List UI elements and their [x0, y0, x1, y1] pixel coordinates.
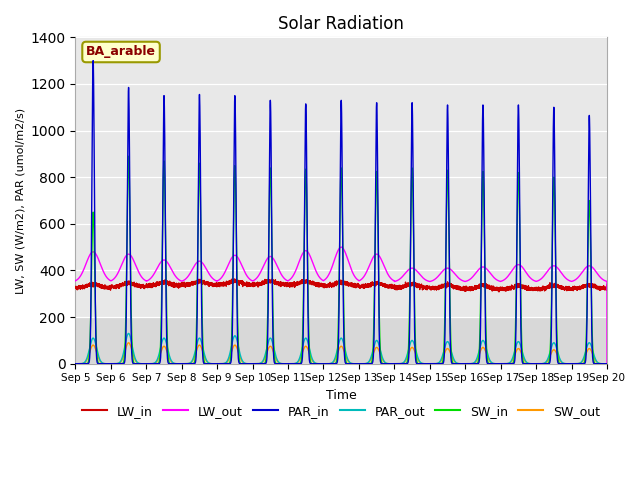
PAR_in	[180, 361, 188, 367]
SW_in	[603, 361, 611, 367]
SW_out	[602, 361, 609, 367]
Line: LW_out: LW_out	[76, 247, 607, 364]
LW_in	[495, 289, 503, 295]
SW_out	[603, 361, 611, 367]
PAR_out	[186, 360, 193, 366]
LW_out	[337, 244, 345, 250]
LW_out	[185, 272, 193, 278]
LW_in	[72, 285, 79, 290]
LW_in	[271, 277, 278, 283]
SW_in	[180, 361, 188, 367]
Y-axis label: LW, SW (W/m2), PAR (umol/m2/s): LW, SW (W/m2), PAR (umol/m2/s)	[15, 108, 25, 294]
Line: LW_in: LW_in	[76, 279, 607, 292]
LW_out	[271, 257, 278, 263]
PAR_out	[415, 356, 422, 362]
PAR_in	[72, 361, 79, 367]
LW_in	[603, 282, 611, 288]
Bar	[76, 317, 607, 364]
SW_in	[490, 361, 498, 367]
SW_in	[602, 361, 609, 367]
SW_out	[72, 361, 79, 367]
LW_in	[185, 283, 193, 288]
SW_out	[490, 360, 498, 366]
Line: PAR_out: PAR_out	[76, 334, 607, 364]
LW_in	[180, 281, 188, 287]
Line: PAR_in: PAR_in	[76, 60, 607, 364]
PAR_in	[271, 360, 278, 366]
X-axis label: Time: Time	[326, 389, 356, 402]
PAR_in	[603, 361, 611, 367]
SW_out	[125, 340, 132, 346]
PAR_in	[186, 361, 193, 367]
PAR_out	[125, 331, 132, 336]
Line: SW_in: SW_in	[76, 156, 607, 364]
PAR_out	[72, 361, 79, 367]
PAR_out	[180, 361, 188, 367]
PAR_out	[602, 361, 609, 367]
Line: SW_out: SW_out	[76, 343, 607, 364]
PAR_in	[490, 361, 498, 367]
SW_in	[271, 354, 278, 360]
PAR_out	[271, 348, 278, 354]
SW_out	[186, 360, 193, 366]
Legend: LW_in, LW_out, PAR_in, PAR_out, SW_in, SW_out: LW_in, LW_out, PAR_in, PAR_out, SW_in, S…	[77, 400, 605, 423]
SW_in	[186, 361, 193, 367]
PAR_out	[490, 360, 498, 366]
LW_in	[490, 288, 498, 293]
SW_in	[415, 361, 422, 367]
PAR_in	[602, 361, 609, 367]
LW_out	[602, 278, 609, 284]
PAR_out	[603, 361, 611, 367]
LW_in	[230, 276, 238, 282]
SW_out	[180, 361, 188, 367]
LW_out	[490, 275, 498, 280]
LW_out	[180, 277, 188, 283]
PAR_in	[415, 361, 422, 367]
LW_out	[415, 270, 422, 276]
SW_out	[415, 358, 422, 363]
SW_in	[72, 361, 79, 367]
LW_in	[415, 285, 422, 290]
SW_in	[125, 153, 132, 159]
LW_in	[602, 286, 609, 292]
Title: Solar Radiation: Solar Radiation	[278, 15, 404, 33]
SW_out	[271, 352, 278, 358]
Text: BA_arable: BA_arable	[86, 46, 156, 59]
LW_out	[603, 361, 611, 367]
LW_out	[72, 278, 79, 284]
PAR_in	[90, 58, 97, 63]
